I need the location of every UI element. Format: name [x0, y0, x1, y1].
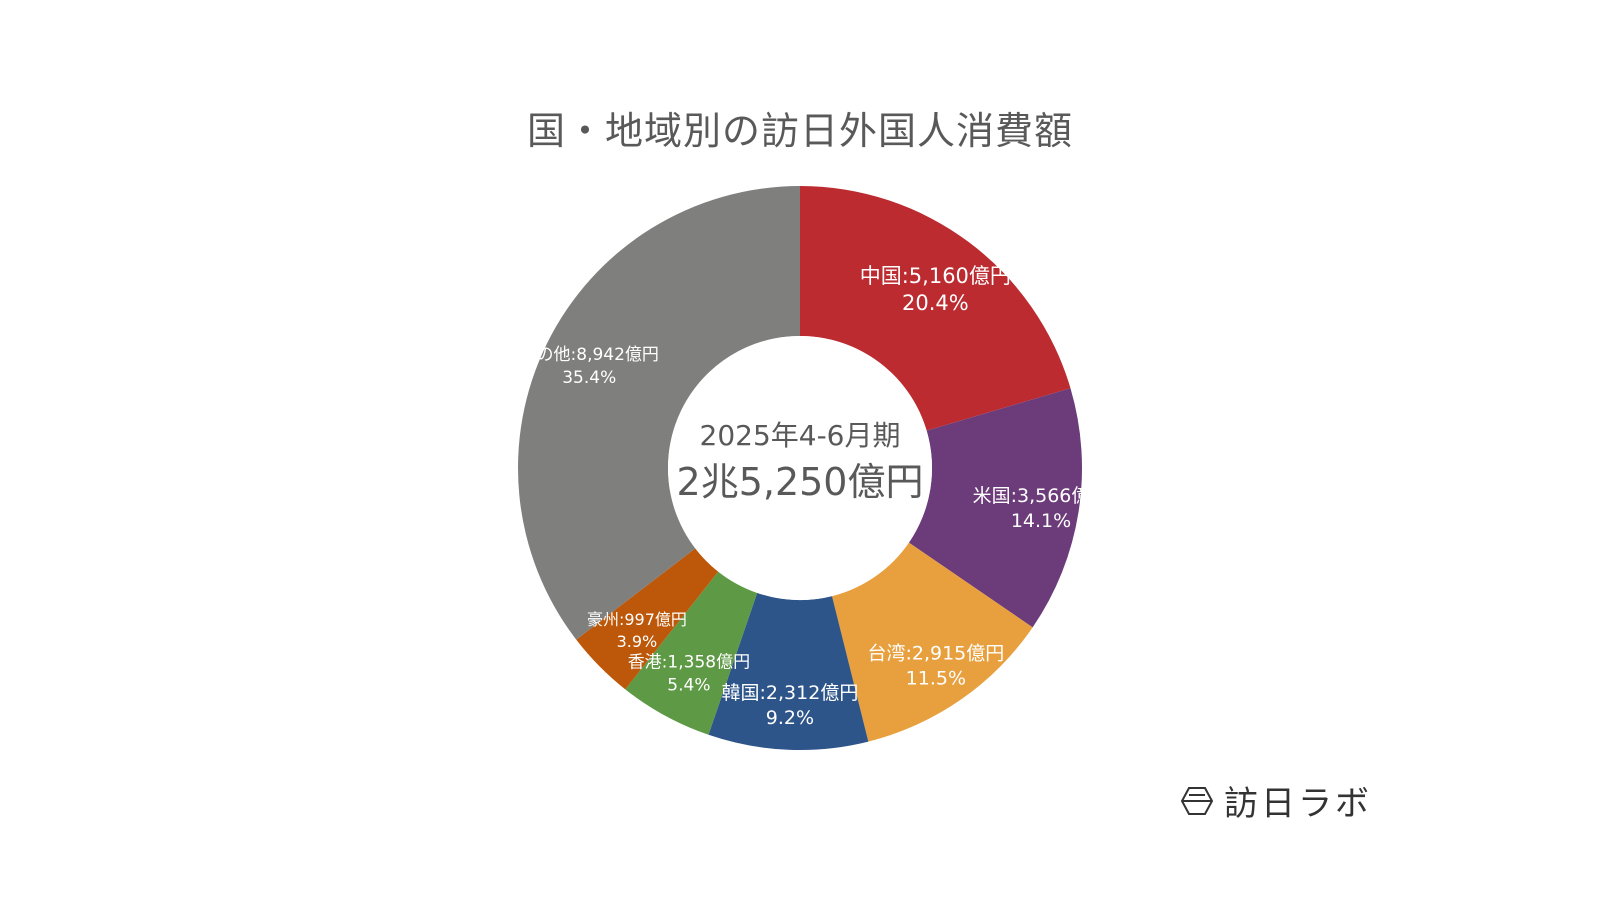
slice-6	[518, 186, 800, 640]
slice-label-percent-2: 11.5%	[906, 667, 966, 689]
slice-2	[831, 542, 1033, 742]
brand-hexagon-icon	[1180, 786, 1214, 815]
slice-1	[908, 388, 1082, 628]
brand-name: 訪日ラボ	[1224, 784, 1372, 824]
center-total: 2兆5,250億円	[677, 460, 924, 504]
slice-5	[576, 548, 719, 690]
slice-4	[625, 571, 758, 735]
center-period: 2025年4-6月期	[700, 419, 901, 452]
slice-label-name-1: 米国:3,566億円	[973, 485, 1110, 507]
donut-hole	[668, 336, 932, 600]
slice-label-name-6: その他:8,942億円	[520, 345, 659, 365]
slice-label-percent-6: 35.4%	[562, 368, 616, 388]
slice-label-name-2: 台湾:2,915億円	[867, 642, 1004, 664]
slice-label-percent-3: 9.2%	[766, 707, 814, 729]
slice-label-name-0: 中国:5,160億円	[860, 264, 1011, 288]
slice-label-name-3: 韓国:2,312億円	[722, 682, 859, 704]
slice-labels: 中国:5,160億円 20.4% 米国:3,566億円 14.1% 台湾:2,915億円…	[520, 264, 1110, 729]
slice-label-percent-1: 14.1%	[1011, 510, 1071, 532]
slice-0	[800, 186, 1071, 431]
slice-3	[708, 592, 869, 750]
slice-label-percent-5: 3.9%	[617, 632, 658, 651]
slice-label-percent-0: 20.4%	[902, 291, 969, 315]
donut-slices	[518, 186, 1082, 750]
slice-label-name-5: 豪州:997億円	[587, 610, 687, 629]
brand-logo: 訪日ラボ	[1180, 776, 1372, 825]
chart-title: 国・地域別の訪日外国人消費額	[526, 109, 1073, 153]
slice-label-percent-4: 5.4%	[667, 676, 710, 696]
slice-label-name-4: 香港:1,358億円	[628, 653, 750, 673]
